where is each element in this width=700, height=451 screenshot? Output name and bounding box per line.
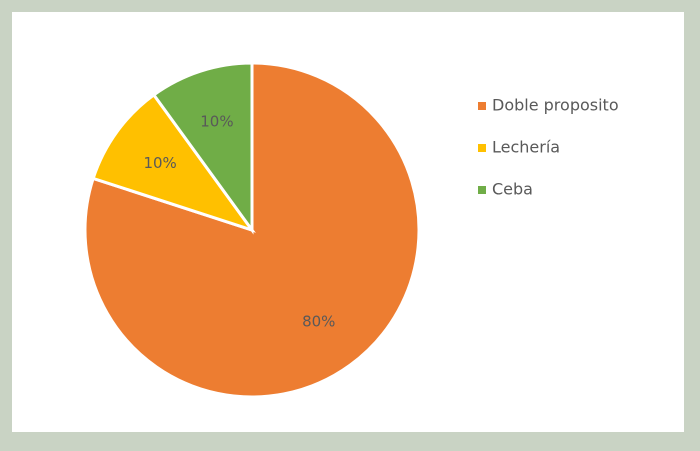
legend-swatch xyxy=(478,144,486,152)
legend-swatch xyxy=(478,186,486,194)
legend-label: Doble proposito xyxy=(492,96,619,115)
data-label: 10% xyxy=(200,112,233,130)
data-label: 80% xyxy=(302,312,335,330)
legend-label: Ceba xyxy=(492,180,533,199)
pie-slice xyxy=(91,92,256,233)
legend-label: Lechería xyxy=(492,138,560,157)
pie-slice xyxy=(83,61,421,399)
data-label: 10% xyxy=(143,154,176,172)
legend-swatch xyxy=(478,102,486,110)
pie-slice xyxy=(151,61,254,235)
